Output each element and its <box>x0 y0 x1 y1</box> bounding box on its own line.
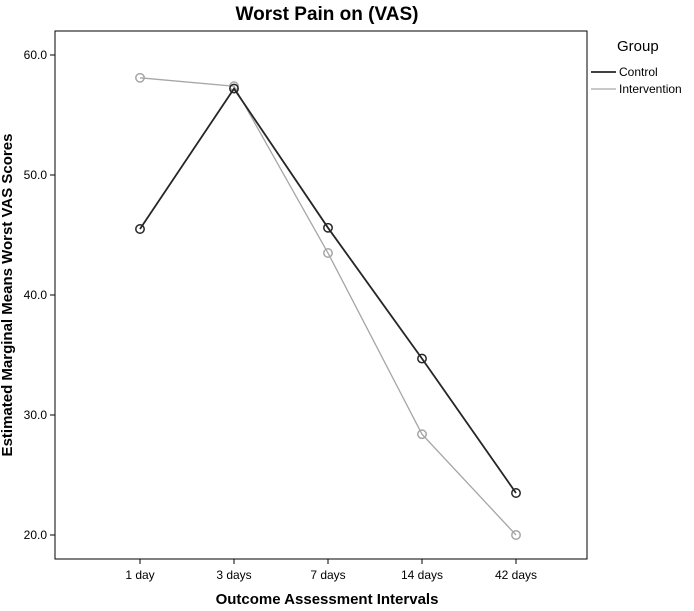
data-point-control <box>323 222 333 233</box>
x-tick-label: 7 days <box>310 568 345 582</box>
y-axis: 20.0 30.0 40.0 50.0 60.0 <box>24 48 55 542</box>
legend-title: Group <box>617 38 659 55</box>
series-line-intervention <box>139 77 517 536</box>
y-tick-label: 50.0 <box>24 168 48 182</box>
x-axis: 1 day 3 days 7 days 14 days 42 days <box>125 559 537 582</box>
data-point-intervention <box>135 72 145 83</box>
data-point-control <box>229 83 239 94</box>
legend-label-intervention: Intervention <box>619 82 682 96</box>
x-tick-label: 42 days <box>495 568 537 582</box>
x-tick-label: 14 days <box>401 568 443 582</box>
x-axis-label: Outcome Assessment Intervals <box>216 591 439 608</box>
chart-title: Worst Pain on (VAS) <box>236 4 419 25</box>
data-point-control <box>511 488 521 498</box>
data-point-intervention <box>511 530 521 540</box>
y-tick-label: 40.0 <box>24 288 48 302</box>
x-tick-label: 3 days <box>216 568 251 582</box>
data-point-intervention <box>323 248 333 258</box>
series-group <box>135 72 521 540</box>
data-point-control <box>135 224 145 234</box>
legend: Group Control Intervention <box>591 38 682 96</box>
y-tick-label: 60.0 <box>24 48 48 62</box>
series-line-control <box>139 86 517 494</box>
data-point-intervention <box>417 429 427 440</box>
legend-label-control: Control <box>619 65 658 79</box>
y-tick-label: 30.0 <box>24 408 48 422</box>
y-axis-label: Estimated Marginal Means Worst VAS Score… <box>0 134 16 457</box>
x-tick-label: 1 day <box>125 568 154 582</box>
data-point-control <box>417 353 427 364</box>
y-tick-label: 20.0 <box>24 528 48 542</box>
